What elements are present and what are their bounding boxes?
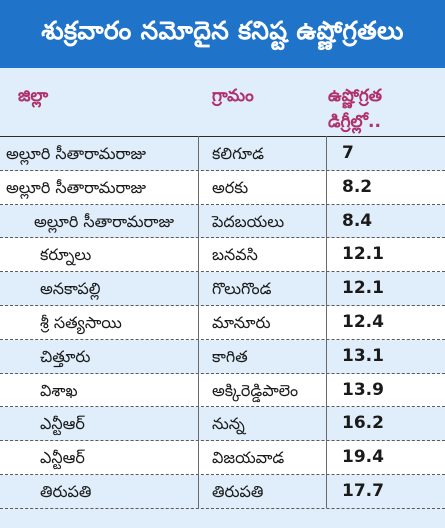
temperature-cell: 12.1 [342,278,384,299]
header-temperature-line2: డిగ్రీల్లో.. [328,112,381,132]
temperature-cell: 13.1 [342,345,384,366]
village-cell: బనవసి [212,245,258,265]
table-row: విశాఖ అక్కిరెడ్డిపాలెం 13.9 [0,373,445,408]
village-cell: తిరుపతి [212,481,264,501]
village-cell: మానూరు [212,312,271,332]
temperature-cell: 12.4 [342,311,384,332]
district-cell: అనకాపల్లి [40,279,101,299]
district-cell: శ్రీ సత్యసాయి [40,312,122,332]
district-cell: కర్నూలు [40,245,92,265]
table-row: అల్లూరి సీతారామరాజు కలిగూడ 7 [0,137,445,171]
table-row: కర్నూలు బనవసి 12.1 [0,238,445,273]
district-cell: చిత్తూరు [40,346,91,366]
district-cell: అల్లూరి సీతారామరాజు [34,211,175,231]
district-cell: ఎన్టీఆర్ [40,414,85,434]
header-village: గ్రామం [212,86,254,106]
header-temperature-line1: ఉష్ణోగ్రత [328,86,383,106]
header-district: జిల్లా [18,86,49,106]
village-cell: పెదబయలు [212,211,285,231]
table-row: అల్లూరి సీతారామరాజు అరకు 8.2 [0,170,445,205]
table-header-row: జిల్లా గ్రామం ఉష్ణోగ్రత డిగ్రీల్లో.. [0,74,445,137]
temperature-cell: 7 [342,143,354,163]
column-divider-1 [198,136,199,508]
table-row: తిరుపతి తిరుపతి 17.7 [0,474,445,509]
temperature-cell: 17.7 [342,480,384,501]
temperature-cell: 8.4 [342,210,373,231]
district-cell: అల్లూరి సీతారామరాజు [6,177,147,197]
village-cell: కాగిత [212,346,248,366]
village-cell: విజయవాడ [212,448,285,468]
village-cell: అరకు [212,177,249,197]
village-cell: అక్కిరెడ్డిపాలెం [212,380,299,400]
temperature-cell: 13.9 [342,379,384,400]
village-cell: నున్న [212,414,245,434]
table-row: శ్రీ సత్యసాయి మానూరు 12.4 [0,305,445,340]
village-cell: గొలుగొండ [212,279,272,299]
temperature-cell: 19.4 [342,447,384,468]
header-temperature: ఉష్ణోగ్రత డిగ్రీల్లో.. [328,83,438,135]
temperature-table: జిల్లా గ్రామం ఉష్ణోగ్రత డిగ్రీల్లో.. అల్… [0,74,445,509]
temperature-cell: 16.2 [342,413,384,434]
table-title: శుక్రవారం నమోదైన కనిష్ట ఉష్ణోగ్రతలు [0,0,445,68]
table-body: అల్లూరి సీతారామరాజు కలిగూడ 7 అల్లూరి సీతారా… [0,137,445,509]
table-row: అనకాపల్లి గొలుగొండ 12.1 [0,272,445,306]
table-row: చిత్తూరు కాగిత 13.1 [0,339,445,374]
column-divider-2 [326,136,327,508]
table-row: ఎన్టీఆర్ నున్న 16.2 [0,407,445,442]
table-row: అల్లూరి సీతారామరాజు పెదబయలు 8.4 [0,204,445,239]
temperature-cell: 8.2 [342,176,373,197]
table-row: ఎన్టీఆర్ విజయవాడ 19.4 [0,441,445,475]
district-cell: విశాఖ [40,380,78,400]
district-cell: తిరుపతి [40,481,92,501]
district-cell: ఎన్టీఆర్ [40,448,85,468]
district-cell: అల్లూరి సీతారామరాజు [6,144,147,163]
temperature-cell: 12.1 [342,244,384,265]
village-cell: కలిగూడ [212,144,264,163]
